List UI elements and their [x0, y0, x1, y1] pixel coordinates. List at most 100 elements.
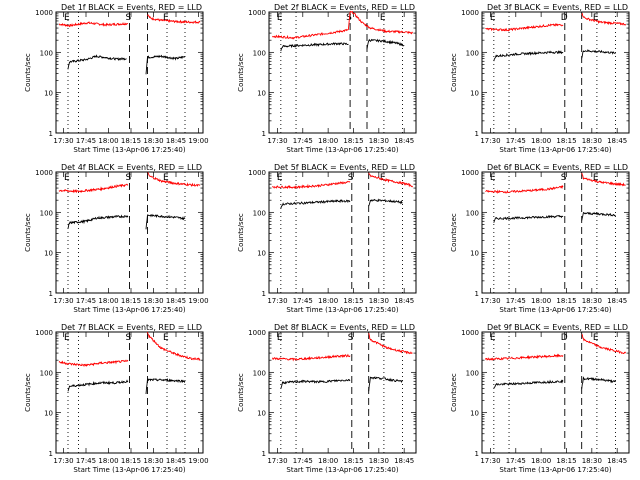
event-marker-label: E — [380, 13, 386, 23]
x-tick-label: 17:45 — [76, 297, 96, 305]
events-series-line — [366, 38, 405, 50]
y-tick-label: 10 — [44, 410, 53, 418]
y-tick-label: 1 — [475, 290, 479, 298]
y-axis-label: Counts/sec — [450, 53, 458, 92]
x-tick-label: 18:15 — [121, 137, 141, 145]
x-tick-label: 18:00 — [318, 137, 338, 145]
x-axis-label: Start Time (13-Apr-06 17:25:40) — [73, 466, 185, 474]
x-tick-label: 17:45 — [293, 297, 313, 305]
chart-title: Det 1f BLACK = Events, RED = LLD — [61, 3, 202, 12]
y-tick-label: 10 — [470, 90, 479, 98]
events-series-line — [145, 54, 186, 75]
x-tick-label: 18:15 — [343, 457, 363, 465]
x-tick-label: 17:45 — [76, 457, 96, 465]
y-axis-label: Counts/sec — [237, 53, 245, 92]
x-tick-label: 17:30 — [53, 457, 73, 465]
y-axis-label: Counts/sec — [24, 53, 32, 92]
y-axis-label: Counts/sec — [237, 373, 245, 412]
x-tick-label: 18:15 — [343, 137, 363, 145]
y-tick-label: 100 — [466, 369, 479, 377]
x-tick-label: 18:00 — [531, 457, 551, 465]
event-marker-label: E — [163, 13, 169, 23]
events-series-line — [493, 214, 564, 223]
x-axis-label: Start Time (13-Apr-06 17:25:40) — [73, 146, 185, 154]
x-tick-label: 19:00 — [188, 137, 208, 145]
x-tick-label: 18:30 — [369, 137, 389, 145]
chart-panel: Det 8f BLACK = Events, RED = LLD 1 10 100 10… — [237, 323, 417, 474]
x-tick-label: 18:30 — [143, 457, 163, 465]
event-marker-label: E — [277, 173, 283, 183]
y-tick-label: 100 — [253, 369, 266, 377]
x-tick-label: 18:30 — [582, 297, 602, 305]
y-tick-label: 100 — [40, 369, 53, 377]
x-tick-label: 17:45 — [293, 457, 313, 465]
x-axis-label: Start Time (13-Apr-06 17:25:40) — [286, 146, 398, 154]
x-tick-label: 17:45 — [506, 137, 526, 145]
chart-panel: Det 3f BLACK = Events, RED = LLD 1 10 100 10… — [450, 3, 630, 154]
x-tick-label: 18:45 — [394, 457, 414, 465]
y-tick-label: 10 — [257, 90, 266, 98]
x-tick-label: 18:00 — [318, 457, 338, 465]
chart-title: Det 7f BLACK = Events, RED = LLD — [61, 323, 202, 332]
lld-series-line — [581, 334, 626, 355]
y-tick-label: 100 — [253, 49, 266, 57]
x-tick-label: 17:30 — [480, 297, 500, 305]
lld-series-line — [485, 23, 564, 32]
x-tick-label: 18:00 — [98, 137, 118, 145]
x-tick-label: 18:00 — [98, 457, 118, 465]
events-series-line — [368, 198, 403, 207]
chart-title: Det 6f BLACK = Events, RED = LLD — [487, 163, 628, 172]
y-axis-label: Counts/sec — [450, 213, 458, 252]
plot-frame — [481, 11, 630, 134]
lld-series-line — [58, 21, 129, 28]
y-tick-label: 1000 — [248, 9, 266, 17]
chart-panel: Det 6f BLACK = Events, RED = LLD 1 10 100 10… — [450, 163, 630, 314]
y-tick-label: 1 — [475, 130, 479, 138]
events-series-line — [145, 377, 186, 395]
x-tick-label: 18:30 — [143, 137, 163, 145]
event-marker-label: E — [490, 333, 496, 343]
x-axis-label: Start Time (13-Apr-06 17:25:40) — [499, 306, 611, 314]
x-axis-label: Start Time (13-Apr-06 17:25:40) — [499, 146, 611, 154]
x-tick-label: 18:15 — [556, 297, 576, 305]
event-marker-label: S — [348, 333, 354, 343]
y-tick-label: 10 — [44, 250, 53, 258]
events-series-line — [280, 199, 351, 209]
x-tick-label: 19:00 — [188, 457, 208, 465]
x-tick-label: 18:30 — [582, 457, 602, 465]
event-marker-label: E — [490, 173, 496, 183]
x-tick-label: 18:45 — [166, 137, 186, 145]
lld-series-line — [368, 332, 413, 355]
lld-series-line — [147, 13, 201, 25]
y-tick-label: 1 — [49, 130, 53, 138]
x-tick-label: 18:30 — [582, 137, 602, 145]
chart-title: Det 2f BLACK = Events, RED = LLD — [274, 3, 415, 12]
plot-frame — [268, 171, 417, 294]
y-tick-label: 10 — [44, 90, 53, 98]
plot-frame — [268, 331, 417, 454]
event-marker-label: E — [163, 173, 169, 183]
event-marker-label: E — [64, 333, 70, 343]
x-tick-label: 17:30 — [53, 297, 73, 305]
chart-panel: Det 5f BLACK = Events, RED = LLD 1 10 100 10… — [237, 163, 417, 314]
chart-title: Det 9f BLACK = Events, RED = LLD — [487, 323, 628, 332]
x-tick-label: 18:30 — [143, 297, 163, 305]
x-tick-label: 17:30 — [267, 137, 287, 145]
event-marker-label: E — [380, 333, 386, 343]
lld-series-line — [484, 353, 564, 362]
x-tick-label: 18:45 — [166, 457, 186, 465]
y-tick-label: 1 — [262, 130, 266, 138]
y-axis-label: Counts/sec — [24, 213, 32, 252]
event-marker-label: S — [126, 333, 132, 343]
y-tick-label: 1000 — [35, 329, 53, 337]
events-series-line — [368, 376, 403, 392]
event-marker-label: E — [277, 13, 283, 23]
event-marker-label: E — [163, 333, 169, 343]
x-tick-label: 18:45 — [607, 297, 627, 305]
lld-series-line — [485, 184, 564, 194]
x-tick-label: 18:00 — [318, 297, 338, 305]
lld-series-line — [147, 331, 201, 361]
y-axis-label: Counts/sec — [237, 213, 245, 252]
y-tick-label: 100 — [466, 209, 479, 217]
